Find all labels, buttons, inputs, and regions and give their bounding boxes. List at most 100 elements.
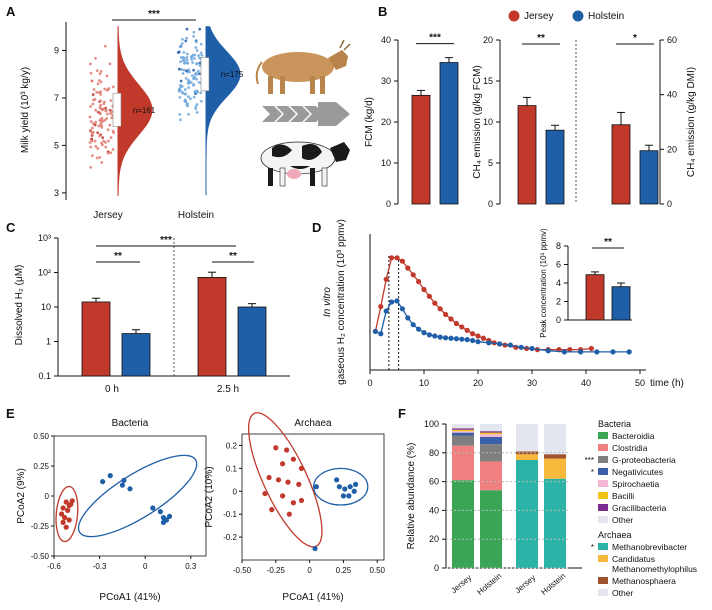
e2-xtick-label: 0.50 bbox=[369, 566, 385, 575]
a-point-jersey bbox=[97, 124, 101, 128]
d-xtick-label: 40 bbox=[581, 378, 591, 388]
a-point-holstein bbox=[195, 77, 199, 81]
a-point-jersey bbox=[109, 136, 113, 140]
a-point-holstein bbox=[184, 92, 187, 96]
e2-xtick-label: -0.25 bbox=[267, 566, 286, 575]
a-point-holstein bbox=[198, 56, 201, 60]
a-point-holstein bbox=[186, 78, 190, 82]
f-legend-label-line: Candidatus bbox=[612, 554, 655, 564]
f-segment-clostridia bbox=[480, 461, 502, 491]
e1-point-holstein bbox=[160, 519, 167, 526]
e1-ytick-label: 0.50 bbox=[33, 432, 49, 441]
b2-ytick-label: 15 bbox=[483, 76, 493, 86]
d-point-holstein bbox=[475, 339, 481, 345]
d-inset-y-axis-title: Peak concentration (10³ ppmv) bbox=[539, 228, 548, 338]
a-point-jersey bbox=[90, 126, 94, 130]
a-point-holstein bbox=[191, 53, 195, 57]
f-x-tick-label: Jersey bbox=[449, 573, 473, 595]
a-point-holstein bbox=[184, 39, 188, 43]
e2-point-holstein bbox=[312, 545, 318, 552]
a-point-jersey bbox=[106, 112, 109, 116]
d-point-holstein bbox=[426, 332, 432, 338]
e1-point-holstein bbox=[121, 477, 127, 483]
c-ytick-label: 10 bbox=[41, 302, 51, 312]
f-legend-label: Gracilibacteria bbox=[612, 503, 667, 513]
a-point-jersey bbox=[94, 120, 98, 124]
a-point-holstein bbox=[183, 98, 187, 102]
a-point-holstein bbox=[177, 89, 181, 93]
a-point-holstein bbox=[178, 95, 182, 99]
a-point-holstein bbox=[195, 91, 198, 94]
e2-xtick-label: -0.50 bbox=[233, 566, 252, 575]
d-point-holstein bbox=[399, 306, 405, 312]
a-point-jersey bbox=[89, 128, 92, 132]
f-legend-label: Other bbox=[612, 588, 633, 598]
e2-point-jersey bbox=[275, 477, 282, 483]
d-inset-ytick-label: 2 bbox=[556, 297, 561, 307]
f-legend-swatch bbox=[598, 543, 608, 550]
a-point-holstein bbox=[199, 99, 203, 103]
d-point-holstein bbox=[443, 335, 449, 341]
e2-xtick-label: 0.25 bbox=[336, 566, 352, 575]
b1-y-axis-title: FCM (kg/d) bbox=[364, 97, 375, 147]
a-point-jersey bbox=[109, 99, 113, 102]
f-ytick-label: 0 bbox=[434, 563, 439, 573]
a-point-holstein bbox=[198, 61, 202, 65]
f-segment-gracilibacteria bbox=[452, 428, 474, 430]
e2-point-holstein bbox=[313, 484, 319, 490]
a-point-jersey bbox=[101, 136, 105, 140]
a-point-jersey bbox=[93, 97, 97, 101]
a-point-holstein bbox=[198, 27, 202, 31]
a-point-holstein bbox=[186, 81, 190, 85]
e2-point-jersey bbox=[279, 461, 286, 467]
d-point-holstein bbox=[394, 298, 400, 304]
f-segment-gracilibacteria bbox=[480, 431, 502, 433]
a-point-jersey bbox=[99, 93, 102, 96]
f-segment-other bbox=[516, 424, 538, 452]
a-point-holstein bbox=[191, 61, 195, 65]
a-point-jersey bbox=[109, 151, 113, 155]
d-point-jersey bbox=[421, 286, 427, 293]
b2-ytick-label: 10 bbox=[483, 117, 493, 127]
f-segment-negativicutes bbox=[480, 436, 502, 445]
a-significance: *** bbox=[148, 9, 160, 20]
b3-ytick-label: 40 bbox=[667, 90, 677, 100]
a-point-holstein bbox=[195, 111, 199, 114]
d-point-jersey bbox=[475, 333, 481, 339]
e1-ytick-label: 0 bbox=[45, 492, 50, 501]
f-y-axis-title: Relative abundance (%) bbox=[406, 443, 417, 550]
a-point-holstein bbox=[180, 42, 184, 45]
f-legend-label: Spirochaetia bbox=[612, 479, 660, 489]
a-point-holstein bbox=[194, 105, 198, 109]
e1-point-jersey bbox=[63, 499, 69, 505]
a-point-jersey bbox=[100, 143, 104, 147]
d-point-holstein bbox=[437, 334, 443, 340]
d-xtick-label: 0 bbox=[367, 378, 372, 388]
b2-significance: ** bbox=[537, 33, 545, 44]
a-point-jersey bbox=[96, 131, 100, 135]
a-point-holstein bbox=[185, 55, 189, 59]
d-xtick-label: 20 bbox=[473, 378, 483, 388]
jersey-cow-illustration bbox=[255, 39, 351, 94]
a-point-holstein bbox=[199, 91, 203, 95]
d-point-holstein bbox=[421, 330, 427, 336]
d-point-holstein bbox=[470, 337, 476, 344]
d-inset-bar-jersey bbox=[585, 274, 605, 321]
d-point-holstein bbox=[383, 308, 389, 314]
f-segment-negativicutes bbox=[452, 432, 474, 436]
a-point-holstein bbox=[188, 70, 191, 74]
a-point-jersey bbox=[88, 115, 92, 119]
a-point-holstein bbox=[187, 86, 191, 89]
b3-bar-jersey bbox=[611, 124, 631, 205]
a-point-holstein bbox=[179, 85, 183, 89]
d-point-jersey bbox=[432, 300, 438, 306]
f-segment-bacteroidia bbox=[452, 480, 474, 568]
f-segment-bacteroidia bbox=[480, 490, 502, 568]
e1-ytick-label: -0.50 bbox=[31, 552, 50, 561]
legend-swatch-holstein bbox=[572, 10, 584, 22]
e1-y-axis-title: PCoA2 (9%) bbox=[16, 468, 27, 524]
legend-swatch-jersey bbox=[508, 10, 520, 22]
a-point-holstein bbox=[185, 58, 189, 62]
a-point-jersey bbox=[99, 70, 103, 73]
d-point-holstein bbox=[459, 336, 465, 342]
